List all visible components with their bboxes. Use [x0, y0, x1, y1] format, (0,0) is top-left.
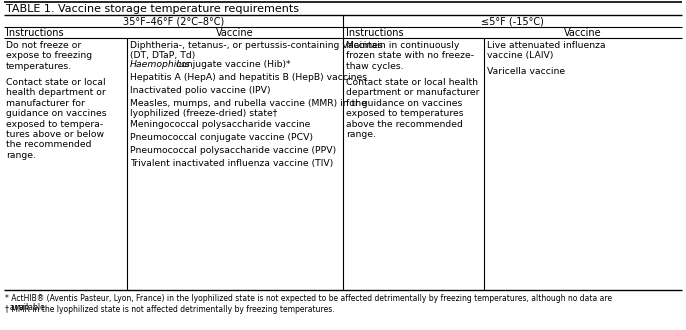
- Text: Live attenuated influenza
vaccine (LAIV): Live attenuated influenza vaccine (LAIV): [487, 41, 606, 60]
- Text: Haemophilus: Haemophilus: [130, 60, 191, 69]
- Text: Vaccine: Vaccine: [564, 27, 602, 38]
- Text: Diphtheria-, tetanus-, or pertussis-containing vaccines
(DT, DTaP, Td): Diphtheria-, tetanus-, or pertussis-cont…: [130, 41, 383, 60]
- Text: Pneumococcal conjugate vaccine (PCV): Pneumococcal conjugate vaccine (PCV): [130, 133, 313, 142]
- Text: available.: available.: [5, 303, 47, 312]
- Text: † MMR in the lyophilized state is not affected detrimentally by freezing tempera: † MMR in the lyophilized state is not af…: [5, 305, 335, 314]
- Text: Varicella vaccine: Varicella vaccine: [487, 67, 565, 76]
- Text: conjugate vaccine (Hib)*: conjugate vaccine (Hib)*: [173, 60, 290, 69]
- Text: TABLE 1. Vaccine storage temperature requirements: TABLE 1. Vaccine storage temperature req…: [6, 4, 299, 14]
- Text: Instructions: Instructions: [346, 27, 403, 38]
- Text: Maintain in continuously
frozen state with no freeze-
thaw cycles.: Maintain in continuously frozen state wi…: [346, 41, 474, 71]
- Text: Contact state or local health
department or manufacturer
for guidance on vaccine: Contact state or local health department…: [346, 78, 480, 139]
- Text: Contact state or local
health department or
manufacturer for
guidance on vaccine: Contact state or local health department…: [6, 78, 106, 160]
- Text: Meningococcal polysaccharide vaccine: Meningococcal polysaccharide vaccine: [130, 120, 310, 129]
- Text: Pneumococcal polysaccharide vaccine (PPV): Pneumococcal polysaccharide vaccine (PPV…: [130, 146, 336, 155]
- Text: ≤5°F (-15°C): ≤5°F (-15°C): [481, 16, 544, 26]
- Text: Instructions: Instructions: [6, 27, 64, 38]
- Text: Do not freeze or
expose to freezing
temperatures.: Do not freeze or expose to freezing temp…: [6, 41, 92, 71]
- Text: Trivalent inactivated influenza vaccine (TIV): Trivalent inactivated influenza vaccine …: [130, 159, 333, 168]
- Text: Vaccine: Vaccine: [216, 27, 254, 38]
- Text: Measles, mumps, and rubella vaccine (MMR) in the
lyophilized (freeze-dried) stat: Measles, mumps, and rubella vaccine (MMR…: [130, 99, 367, 118]
- Text: 35°F–46°F (2°C–8°C): 35°F–46°F (2°C–8°C): [123, 16, 224, 26]
- Text: Hepatitis A (HepA) and hepatitis B (HepB) vaccines: Hepatitis A (HepA) and hepatitis B (HepB…: [130, 73, 367, 82]
- Text: Inactivated polio vaccine (IPV): Inactivated polio vaccine (IPV): [130, 86, 270, 95]
- Text: * ActHIB® (Aventis Pasteur, Lyon, France) in the lyophilized state is not expect: * ActHIB® (Aventis Pasteur, Lyon, France…: [5, 294, 612, 303]
